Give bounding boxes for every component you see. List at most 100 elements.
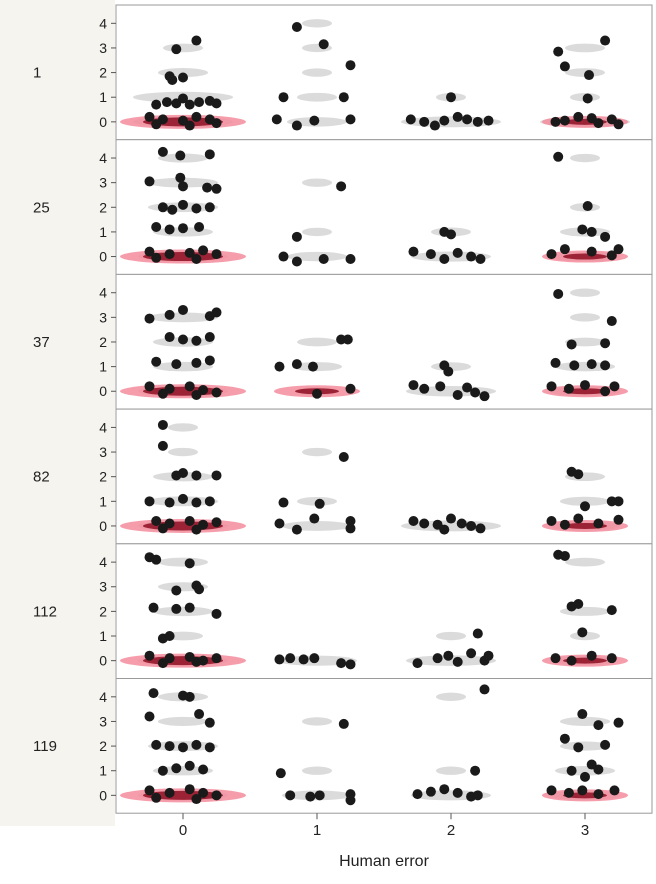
data-point (157, 419, 168, 430)
y-tick-label: 4 (99, 419, 107, 435)
data-point (573, 469, 584, 480)
data-point (345, 60, 356, 71)
data-point (291, 22, 302, 33)
data-point (342, 334, 353, 345)
panel-37: 37 0 1 2 3 4 (33, 273, 653, 410)
data-point (600, 386, 611, 397)
data-point (318, 254, 329, 265)
data-point (439, 254, 450, 265)
data-point (586, 650, 597, 661)
data-point (285, 790, 296, 801)
data-point (439, 524, 450, 535)
density-contour (168, 447, 198, 457)
data-point (291, 524, 302, 535)
panel-119: 119 0 1 2 3 4 (33, 678, 653, 814)
data-point (336, 181, 347, 192)
data-point (345, 523, 356, 534)
data-point (546, 381, 557, 392)
y-tick-label: 2 (99, 738, 107, 754)
data-point (184, 602, 195, 613)
density-contour (297, 92, 337, 102)
data-point (345, 114, 356, 125)
data-point (278, 92, 289, 103)
data-point (171, 585, 182, 596)
data-point (419, 518, 430, 529)
data-point (553, 151, 564, 162)
data-point (345, 516, 356, 527)
data-point (569, 360, 580, 371)
data-point (338, 92, 349, 103)
data-point (309, 513, 320, 524)
data-point (336, 658, 347, 669)
data-point (191, 470, 202, 481)
data-point (305, 791, 316, 802)
data-point (198, 245, 209, 256)
data-point (144, 381, 155, 392)
data-point (609, 381, 620, 392)
data-point (274, 518, 285, 529)
data-point (164, 497, 175, 508)
data-point (171, 44, 182, 55)
data-point (577, 709, 588, 720)
data-point (472, 116, 483, 127)
density-contour (158, 557, 208, 567)
data-point (412, 789, 423, 800)
data-point (151, 99, 162, 110)
data-point (446, 513, 456, 524)
data-point (563, 787, 574, 798)
data-point (194, 221, 205, 232)
density-contour (302, 178, 332, 187)
data-point (566, 655, 577, 666)
data-point (202, 182, 213, 193)
data-point (298, 654, 309, 665)
data-point (606, 316, 617, 327)
data-point (318, 39, 329, 50)
data-point (472, 628, 483, 639)
data-point (171, 603, 182, 614)
data-point (204, 332, 215, 343)
data-point (405, 114, 416, 125)
data-point (144, 711, 155, 722)
data-point (167, 204, 178, 215)
facet-label: 25 (33, 199, 50, 216)
facet-label: 37 (33, 334, 50, 351)
data-point (204, 311, 215, 322)
data-point (475, 254, 486, 265)
data-point (483, 115, 494, 126)
density-contour (302, 447, 332, 457)
data-point (211, 653, 222, 664)
data-point (613, 717, 624, 728)
data-point (309, 115, 320, 126)
panel-1: 1 0 1 2 3 4 (33, 4, 653, 141)
data-point (211, 608, 222, 619)
data-point (275, 768, 286, 779)
density-core-inner (143, 656, 223, 666)
data-point (613, 496, 624, 507)
data-point (593, 720, 604, 731)
data-point (204, 742, 215, 753)
data-point (171, 763, 182, 774)
y-tick-label: 0 (99, 653, 107, 669)
facet-label: 119 (33, 738, 57, 755)
data-point (452, 389, 463, 400)
y-tick-label: 0 (99, 249, 107, 265)
data-point (452, 111, 463, 122)
density-contour (436, 766, 466, 775)
density-contour (302, 19, 332, 28)
data-point (566, 601, 577, 612)
data-point (204, 202, 215, 213)
data-point (593, 118, 604, 129)
data-point (314, 790, 325, 801)
facet-label: 112 (33, 603, 57, 620)
y-tick-label: 4 (99, 689, 107, 705)
data-point (164, 249, 175, 260)
data-point (600, 338, 611, 349)
data-point (613, 514, 624, 525)
data-point (171, 470, 182, 481)
data-point (198, 764, 209, 775)
data-point (157, 202, 168, 213)
data-point (204, 717, 215, 728)
data-point (211, 387, 222, 398)
facet-label: 1 (33, 65, 41, 82)
panel-25: 25 0 1 2 3 4 (33, 139, 653, 275)
